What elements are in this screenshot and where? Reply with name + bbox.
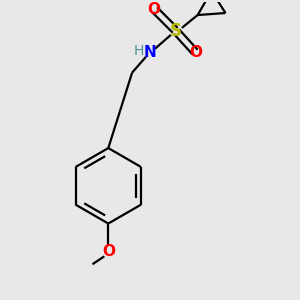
Text: S: S	[170, 22, 182, 40]
Text: H: H	[134, 44, 144, 58]
Text: O: O	[102, 244, 115, 259]
Text: O: O	[148, 2, 160, 16]
Text: O: O	[189, 45, 202, 60]
Text: N: N	[144, 45, 156, 60]
